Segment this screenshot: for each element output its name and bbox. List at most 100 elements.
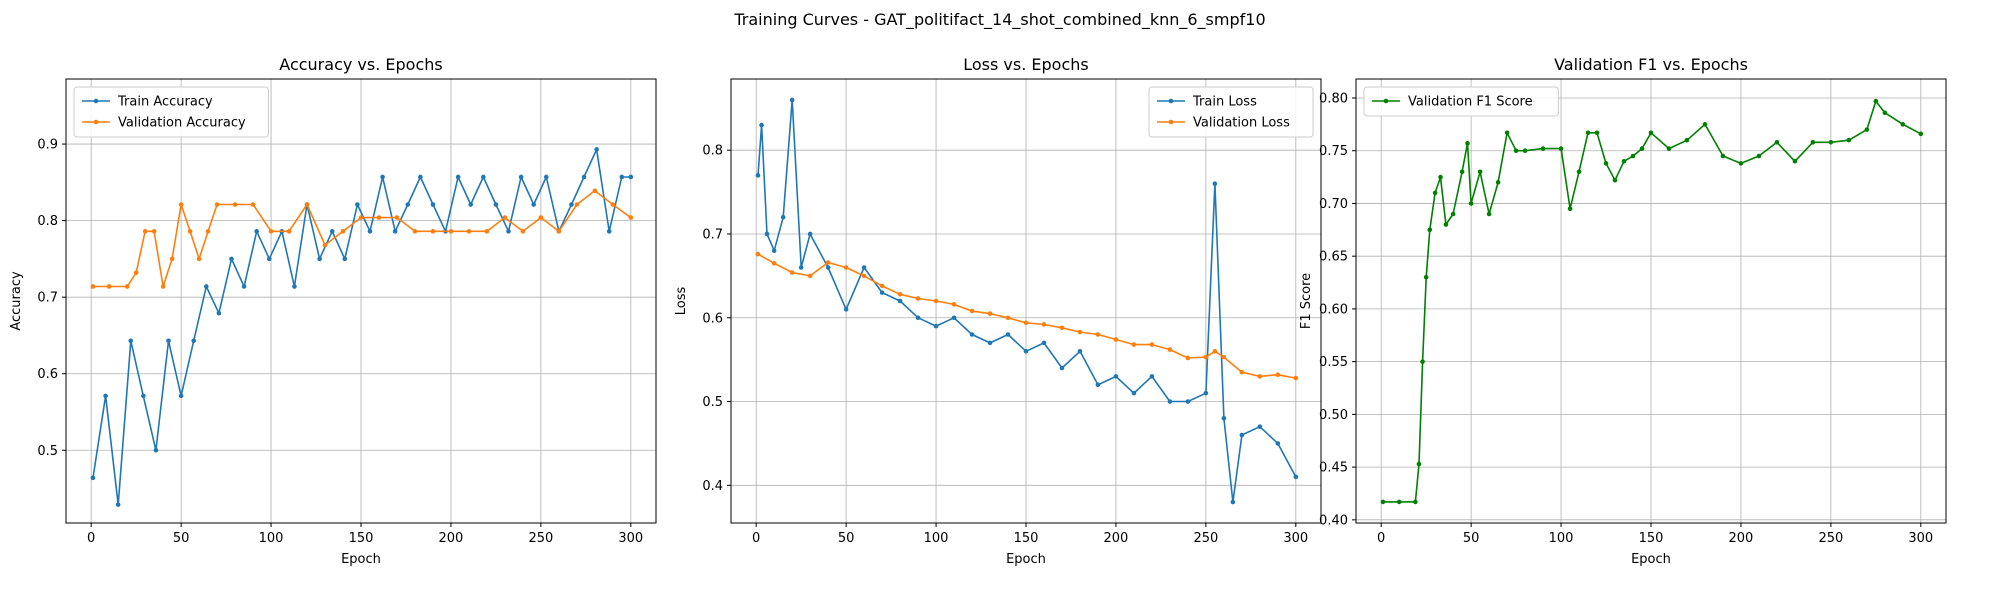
x-tick-label: 50: [1463, 531, 1480, 546]
y-tick-label: 0.4: [702, 479, 723, 494]
y-tick-label: 0.9: [37, 138, 58, 153]
x-tick-label: 50: [173, 531, 190, 546]
data-point: [538, 215, 544, 220]
y-tick-label: 0.8: [37, 214, 58, 229]
data-point: [879, 290, 885, 295]
data-point: [1864, 127, 1870, 132]
data-point: [1810, 139, 1816, 145]
series-line-2: [93, 190, 632, 288]
data-point: [933, 323, 939, 329]
data-point: [1212, 348, 1218, 354]
legend-box: [1363, 86, 1559, 117]
data-point: [1756, 153, 1762, 159]
data-point: [466, 229, 472, 234]
data-point: [1167, 399, 1173, 404]
data-point: [1416, 461, 1422, 467]
data-point: [151, 229, 157, 234]
data-point: [1396, 499, 1402, 505]
y-tick-label: 0.75: [1319, 144, 1348, 159]
data-point: [1594, 130, 1600, 136]
data-point: [1077, 329, 1083, 335]
data-point: [169, 256, 175, 262]
x-tick-label: 0: [752, 531, 760, 546]
y-tick-label: 0.50: [1319, 408, 1348, 423]
y-tick-label: 0.6: [37, 367, 58, 382]
data-point: [1900, 122, 1906, 127]
data-point: [807, 273, 813, 279]
y-tick-label: 0.60: [1319, 302, 1348, 317]
data-point: [358, 215, 364, 220]
data-point: [1522, 148, 1528, 154]
data-point: [250, 202, 256, 207]
data-point: [1477, 169, 1483, 175]
data-point: [951, 315, 957, 321]
x-axis-label: Epoch: [341, 552, 381, 567]
data-point: [1185, 399, 1191, 404]
data-point: [1203, 354, 1209, 360]
data-point: [103, 393, 108, 399]
y-tick-label: 0.7: [702, 227, 723, 242]
series-line-1: [1383, 100, 1922, 503]
x-tick-label: 200: [1729, 531, 1754, 546]
y-axis-label: Accuracy: [9, 271, 24, 331]
data-point: [216, 310, 222, 316]
x-tick-label: 0: [1377, 531, 1385, 546]
data-point: [448, 229, 454, 234]
figure-title: Training Curves - GAT_politifact_14_shot…: [733, 10, 1265, 30]
data-point: [933, 298, 939, 304]
data-point: [1558, 146, 1564, 151]
data-point: [1203, 390, 1209, 396]
data-point: [755, 251, 761, 257]
data-point: [1293, 375, 1299, 381]
data-point: [133, 270, 139, 275]
x-tick-label: 200: [439, 531, 464, 546]
data-point: [771, 261, 777, 266]
data-point: [581, 174, 587, 180]
legend-marker: [93, 98, 99, 104]
x-tick-label: 250: [1193, 531, 1218, 546]
y-axis-label: F1 Score: [1299, 273, 1314, 329]
data-point: [606, 229, 612, 234]
data-point: [1423, 274, 1429, 280]
x-tick-label: 100: [1549, 531, 1574, 546]
data-point: [205, 229, 211, 234]
data-point: [286, 229, 292, 234]
data-point: [1567, 206, 1573, 212]
data-point: [1873, 98, 1879, 104]
x-tick-label: 100: [924, 531, 949, 546]
data-point: [1774, 139, 1780, 145]
data-point: [1275, 441, 1281, 446]
data-point: [266, 256, 272, 262]
data-point: [128, 338, 134, 344]
y-tick-label: 0.5: [37, 444, 58, 459]
data-point: [1005, 315, 1011, 321]
data-point: [214, 202, 220, 207]
data-point: [493, 202, 499, 207]
data-point: [412, 229, 418, 234]
data-point: [1293, 474, 1299, 480]
legend-marker: [1168, 98, 1174, 104]
data-point: [160, 284, 166, 289]
data-point: [292, 284, 297, 289]
legend-marker: [1383, 98, 1389, 104]
data-point: [1167, 347, 1173, 352]
data-point: [502, 215, 508, 220]
data-point: [610, 202, 616, 207]
data-point: [879, 283, 885, 289]
x-tick-label: 50: [838, 531, 855, 546]
x-tick-label: 100: [259, 531, 284, 546]
x-tick-label: 150: [349, 531, 374, 546]
chart-title: Accuracy vs. Epochs: [279, 55, 442, 74]
data-point: [1005, 332, 1011, 337]
data-point: [484, 229, 490, 234]
data-point: [1077, 348, 1083, 354]
y-axis-label: Loss: [674, 287, 689, 316]
data-point: [780, 214, 786, 220]
data-point: [1504, 130, 1510, 136]
legend-box: [1148, 86, 1314, 138]
data-point: [1918, 131, 1924, 137]
data-point: [1468, 201, 1474, 206]
x-tick-label: 250: [528, 531, 553, 546]
data-point: [317, 256, 322, 262]
data-point: [520, 229, 526, 234]
